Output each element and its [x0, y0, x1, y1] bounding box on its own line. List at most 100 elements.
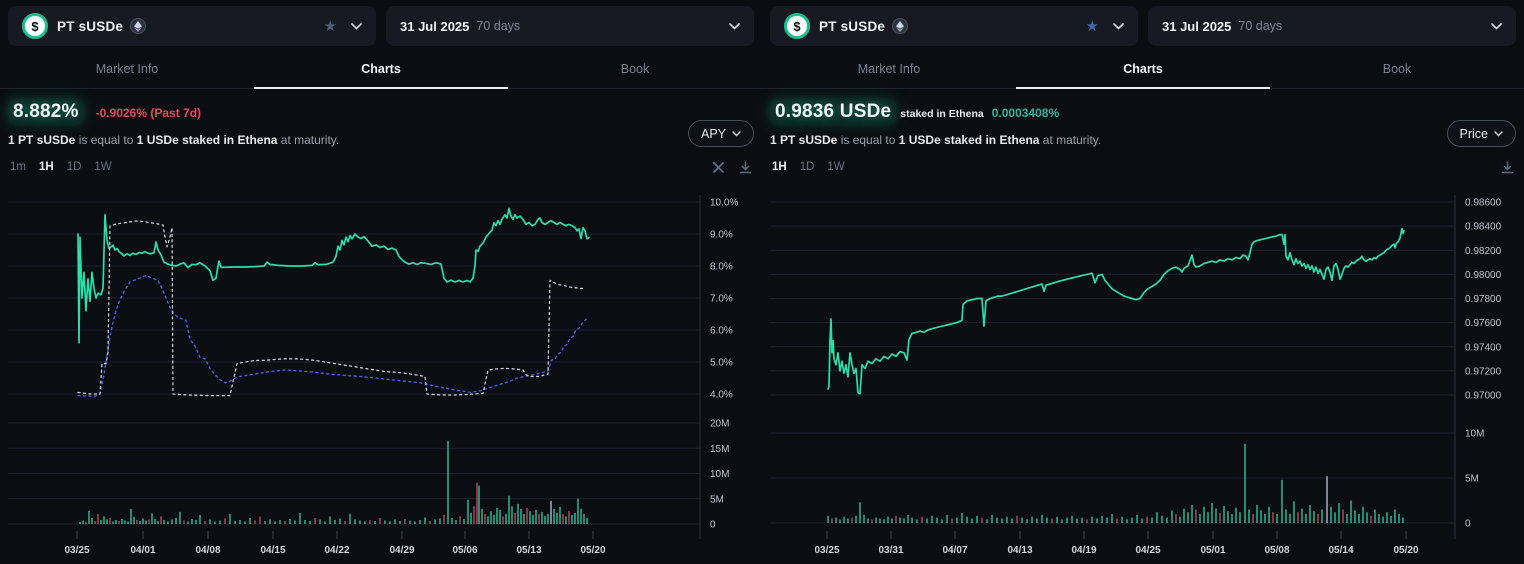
svg-text:6.0%: 6.0%: [710, 326, 733, 337]
svg-text:0: 0: [710, 520, 716, 531]
tab-bar: Market Info Charts Book: [0, 62, 762, 89]
stat-change: -0.9026% (Past 7d): [95, 106, 202, 120]
favorite-star-icon[interactable]: ★: [323, 17, 337, 35]
maturity-select[interactable]: 31 Jul 2025 70 days: [386, 6, 754, 46]
chevron-down-icon: [1491, 22, 1502, 30]
svg-text:0.97000: 0.97000: [1465, 391, 1502, 402]
svg-text:05/06: 05/06: [452, 545, 477, 556]
market-select[interactable]: $ PT sUSDe ★: [8, 6, 376, 46]
svg-text:0.98400: 0.98400: [1465, 222, 1502, 233]
tab-market-info[interactable]: Market Info: [857, 62, 921, 76]
ethereum-icon: [892, 18, 909, 34]
market-name: PT sUSDe: [57, 18, 124, 34]
stats-row: 0.9836 USDe staked in Ethena 0.0003408%: [762, 100, 1524, 126]
tab-book[interactable]: Book: [1382, 62, 1412, 76]
range-row: 1H 1D 1W: [762, 157, 1524, 177]
svg-text:8.0%: 8.0%: [710, 262, 733, 273]
svg-text:04/22: 04/22: [324, 545, 349, 556]
svg-text:0.98000: 0.98000: [1465, 270, 1502, 281]
range-1h[interactable]: 1H: [772, 161, 787, 173]
range-row: 1m 1H 1D 1W: [0, 157, 762, 177]
svg-text:04/13: 04/13: [1007, 545, 1032, 556]
chevron-down-icon: [732, 130, 741, 136]
svg-text:7.0%: 7.0%: [710, 294, 733, 305]
svg-text:5M: 5M: [1465, 474, 1479, 485]
svg-text:03/31: 03/31: [878, 545, 903, 556]
svg-text:4.0%: 4.0%: [710, 390, 733, 401]
svg-text:04/15: 04/15: [260, 545, 285, 556]
topbar: $ PT sUSDe ★ 31 Jul 2025 70 days: [0, 0, 762, 46]
stat-highlight: 8.882%: [8, 100, 84, 124]
svg-text:0.97400: 0.97400: [1465, 342, 1502, 353]
svg-text:5.0%: 5.0%: [710, 358, 733, 369]
range-1d[interactable]: 1D: [66, 161, 82, 173]
chevron-down-icon: [1494, 130, 1503, 136]
svg-text:0.98600: 0.98600: [1465, 198, 1502, 209]
svg-text:04/25: 04/25: [1135, 545, 1160, 556]
maturity-note: 1 PT sUSDe is equal to 1 USDe staked in …: [770, 133, 1102, 147]
svg-text:05/13: 05/13: [516, 545, 541, 556]
svg-text:5M: 5M: [710, 494, 724, 505]
market-panel-price: $ PT sUSDe ★ 31 Jul 2025 70 days Market …: [762, 0, 1524, 564]
svg-text:05/20: 05/20: [580, 545, 605, 556]
apy-value: 8.882%: [13, 101, 79, 122]
price-volume-chart[interactable]: 0.98600 0.98400 0.98200 0.98000 0.97800 0.976…: [762, 187, 1524, 564]
range-1d[interactable]: 1D: [799, 161, 815, 173]
stats-row: 8.882% -0.9026% (Past 7d): [0, 100, 762, 126]
tab-bar: Market Info Charts Book: [762, 62, 1524, 89]
tab-charts[interactable]: Charts: [1016, 62, 1270, 89]
chevron-down-icon: [351, 22, 362, 30]
svg-text:04/29: 04/29: [389, 545, 414, 556]
range-1h[interactable]: 1H: [38, 161, 54, 173]
range-1w[interactable]: 1W: [94, 161, 112, 173]
download-icon[interactable]: [739, 160, 752, 174]
range-1m[interactable]: 1m: [10, 161, 26, 173]
chevron-down-icon: [729, 22, 740, 30]
market-panel-apy: $ PT sUSDe ★ 31 Jul 2025 70 days Market …: [0, 0, 762, 564]
svg-text:0.97600: 0.97600: [1465, 318, 1502, 329]
svg-text:03/25: 03/25: [814, 545, 839, 556]
download-icon[interactable]: [1501, 160, 1514, 174]
maturity-days: 70 days: [1238, 19, 1283, 33]
stat-suffix: staked in Ethena: [900, 108, 984, 120]
metric-selector-apy[interactable]: APY: [687, 120, 754, 147]
chevron-down-icon: [1113, 22, 1124, 30]
svg-text:10M: 10M: [1465, 429, 1484, 440]
indicators-tools-icon[interactable]: [712, 161, 725, 174]
token-icon: $: [22, 13, 48, 39]
maturity-select[interactable]: 31 Jul 2025 70 days: [1148, 6, 1516, 46]
svg-text:0.97200: 0.97200: [1465, 366, 1502, 377]
svg-text:04/01: 04/01: [130, 545, 155, 556]
maturity-note: 1 PT sUSDe is equal to 1 USDe staked in …: [8, 133, 340, 147]
svg-text:15M: 15M: [710, 444, 729, 455]
apy-volume-chart[interactable]: 10.0% 9.0% 8.0% 7.0% 6.0% 5.0% 4.0% 20M 15M 10M 5M…: [0, 187, 762, 564]
svg-text:0: 0: [1465, 519, 1471, 530]
metric-selector-price[interactable]: Price: [1446, 120, 1516, 147]
tab-charts[interactable]: Charts: [254, 62, 508, 89]
svg-text:04/08: 04/08: [195, 545, 220, 556]
tab-market-info[interactable]: Market Info: [95, 62, 159, 76]
stat-highlight: 0.9836 USDe: [770, 100, 897, 124]
svg-text:03/25: 03/25: [64, 545, 89, 556]
svg-text:04/07: 04/07: [942, 545, 967, 556]
market-name: PT sUSDe: [819, 18, 886, 34]
svg-text:10.0%: 10.0%: [710, 198, 738, 209]
svg-text:05/14: 05/14: [1328, 545, 1353, 556]
svg-text:05/20: 05/20: [1393, 545, 1418, 556]
maturity-date: 31 Jul 2025: [400, 18, 470, 34]
tab-book[interactable]: Book: [620, 62, 650, 76]
svg-text:04/19: 04/19: [1071, 545, 1096, 556]
maturity-date: 31 Jul 2025: [1162, 18, 1232, 34]
svg-text:10M: 10M: [710, 469, 729, 480]
svg-text:0.97800: 0.97800: [1465, 294, 1502, 305]
favorite-star-icon[interactable]: ★: [1085, 17, 1099, 35]
range-1w[interactable]: 1W: [827, 161, 845, 173]
token-icon: $: [784, 13, 810, 39]
svg-text:9.0%: 9.0%: [710, 230, 733, 241]
svg-text:05/01: 05/01: [1200, 545, 1225, 556]
svg-text:0.98200: 0.98200: [1465, 246, 1502, 257]
market-select[interactable]: $ PT sUSDe ★: [770, 6, 1138, 46]
maturity-days: 70 days: [476, 19, 521, 33]
svg-text:20M: 20M: [710, 419, 729, 430]
